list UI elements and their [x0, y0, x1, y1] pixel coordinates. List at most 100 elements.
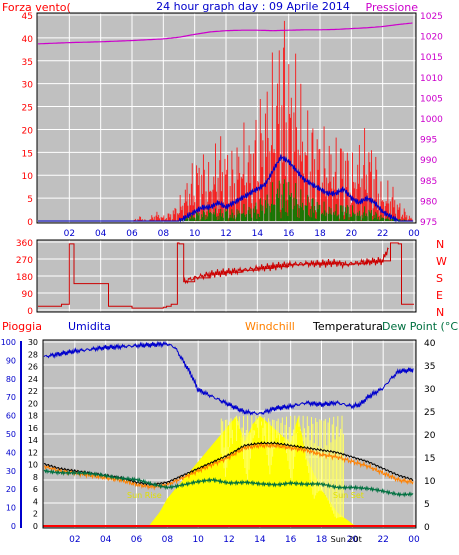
weather-x-tick-label: 20 [347, 535, 359, 545]
pressure-y-tick-label: 990 [420, 156, 437, 166]
humidity-y-tick-label: 40 [6, 448, 16, 457]
temperature-y-tick-label: 10 [424, 477, 436, 487]
rain-y-tick-label: 22 [28, 387, 38, 396]
wind-plot-frame [36, 12, 417, 224]
rain-axis-title: Pioggia [2, 320, 42, 333]
rain-y-tick-label: 2 [33, 510, 38, 519]
windchill-line [43, 441, 414, 491]
direction-y-tick-label: 90 [22, 290, 34, 300]
pressure-axis-title: Pressione [366, 1, 419, 14]
direction-y-tick-label: 360 [16, 239, 33, 249]
weather-x-tick-label: 16 [285, 535, 297, 545]
direction-y-labels: 0 90 180 270 360 [16, 239, 33, 317]
temperature-y-tick-label: 35 [424, 362, 435, 372]
compass-label: S [436, 272, 443, 285]
rain-y-tick-label: 10 [28, 461, 38, 470]
pressure-y-tick-label: 1000 [420, 115, 443, 125]
humidity-y-labels: 0 10 20 30 40 50 60 70 80 90 100 [1, 338, 16, 531]
rain-y-tick-label: 16 [28, 424, 38, 433]
wind-x-tick-label: 16 [283, 229, 295, 239]
humidity-y-tick-label: 0 [11, 522, 16, 531]
wind-x-labels: 02 04 06 08 10 12 14 16 18 20 22 00 [64, 229, 420, 239]
humidity-y-tick-label: 60 [6, 412, 16, 421]
pressure-y-tick-label: 1010 [420, 74, 443, 84]
rain-y-tick-label: 28 [28, 350, 38, 359]
rain-y-tick-label: 30 [28, 338, 38, 347]
pressure-y-labels: 975 980 985 990 995 1000 1005 1010 1015 1020 1025 [420, 12, 443, 228]
wind-x-tick-label: 18 [314, 229, 326, 239]
temperature-y-tick-label: 40 [424, 339, 436, 349]
humidity-y-tick-label: 10 [6, 504, 16, 513]
dewpoint-line [43, 468, 414, 498]
direction-y-tick-label: 270 [16, 256, 33, 266]
direction-y-tick-label: 0 [27, 307, 33, 317]
pressure-y-tick-label: 1020 [420, 33, 443, 43]
direction-plot-frame [36, 239, 417, 313]
wind-x-tick-label: 20 [346, 229, 358, 239]
temperature-y-tick-label: 20 [424, 431, 436, 441]
wind-y-tick-label: 10 [22, 172, 34, 182]
humidity-y-tick-label: 100 [1, 338, 16, 347]
wind-y-tick-label: 0 [27, 218, 33, 228]
weather-x-tick-label: 04 [100, 535, 112, 545]
wind-y-tick-label: 25 [22, 104, 33, 114]
compass-label: W [436, 255, 447, 268]
rain-y-tick-label: 20 [28, 399, 38, 408]
wind-x-tick-label: 10 [189, 229, 201, 239]
direction-grid [37, 240, 416, 312]
windchill-legend: Windchill [245, 320, 295, 333]
wind-axis-title: Forza vento( [2, 1, 71, 14]
temperature-y-tick-label: 15 [424, 454, 435, 464]
weather-plot-frame [42, 339, 417, 529]
temperature-legend: Temperatura [312, 320, 383, 333]
sun-rise-label: Sun Rise [127, 491, 162, 500]
solar-radiation-area [148, 415, 356, 526]
wind-y-tick-label: 45 [22, 12, 33, 22]
wind-x-tick-label: 00 [408, 229, 420, 239]
wind-gust-line [38, 154, 414, 223]
compass-label: E [436, 289, 443, 302]
rain-y-tick-label: 4 [33, 497, 38, 506]
rain-y-tick-label: 6 [33, 485, 38, 494]
wind-y-tick-label: 40 [22, 35, 34, 45]
direction-series [38, 242, 414, 309]
humidity-y-tick-label: 20 [6, 485, 16, 494]
wind-series [38, 20, 414, 223]
graph-title: 24 hour graph day : 09 Aprile 2014 [156, 0, 350, 13]
weather-x-tick-label: 00 [408, 535, 420, 545]
temperature-y-tick-label: 5 [424, 500, 430, 510]
weather-x-tick-label: 10 [192, 535, 204, 545]
rain-y-tick-label: 26 [28, 363, 38, 372]
humidity-axis-title: Umidita [68, 320, 111, 333]
wind-y-tick-label: 35 [22, 58, 33, 68]
temperature-y-tick-label: 25 [424, 408, 435, 418]
wind-x-tick-label: 02 [64, 229, 75, 239]
wind-y-tick-label: 15 [22, 149, 33, 159]
weather-x-labels: 02 04 06 08 10 12 14 16 18 20 22 00 Sun 20t [69, 535, 420, 545]
wind-grid [37, 13, 416, 223]
weather-x-tick-label: 18 [316, 535, 328, 545]
humidity-y-tick-label: 90 [6, 356, 16, 365]
pressure-y-tick-label: 975 [420, 218, 437, 228]
weather-x-tick-label: 06 [131, 535, 143, 545]
wind-x-tick-label: 22 [377, 229, 388, 239]
wind-x-tick-label: 08 [158, 229, 170, 239]
direction-y-tick-label: 180 [16, 273, 33, 283]
weather-series [43, 340, 416, 527]
wind-x-tick-label: 14 [252, 229, 264, 239]
pressure-y-tick-label: 1015 [420, 53, 443, 63]
weather-x-tick-label: 22 [377, 535, 388, 545]
wind-x-tick-label: 04 [95, 229, 107, 239]
compass-label: N [436, 306, 444, 319]
pressure-line [38, 22, 413, 45]
temperature-y-labels: 0 5 10 15 20 25 30 35 40 [424, 339, 436, 533]
sun-set-hour-label: Sun 20t [331, 535, 362, 544]
humidity-y-tick-label: 30 [6, 467, 16, 476]
pressure-y-tick-label: 1005 [420, 94, 443, 104]
rain-y-tick-label: 24 [28, 375, 38, 384]
weather-x-tick-label: 08 [162, 535, 174, 545]
wind-y-tick-label: 20 [22, 126, 34, 136]
wind-direction-noise [183, 247, 389, 285]
